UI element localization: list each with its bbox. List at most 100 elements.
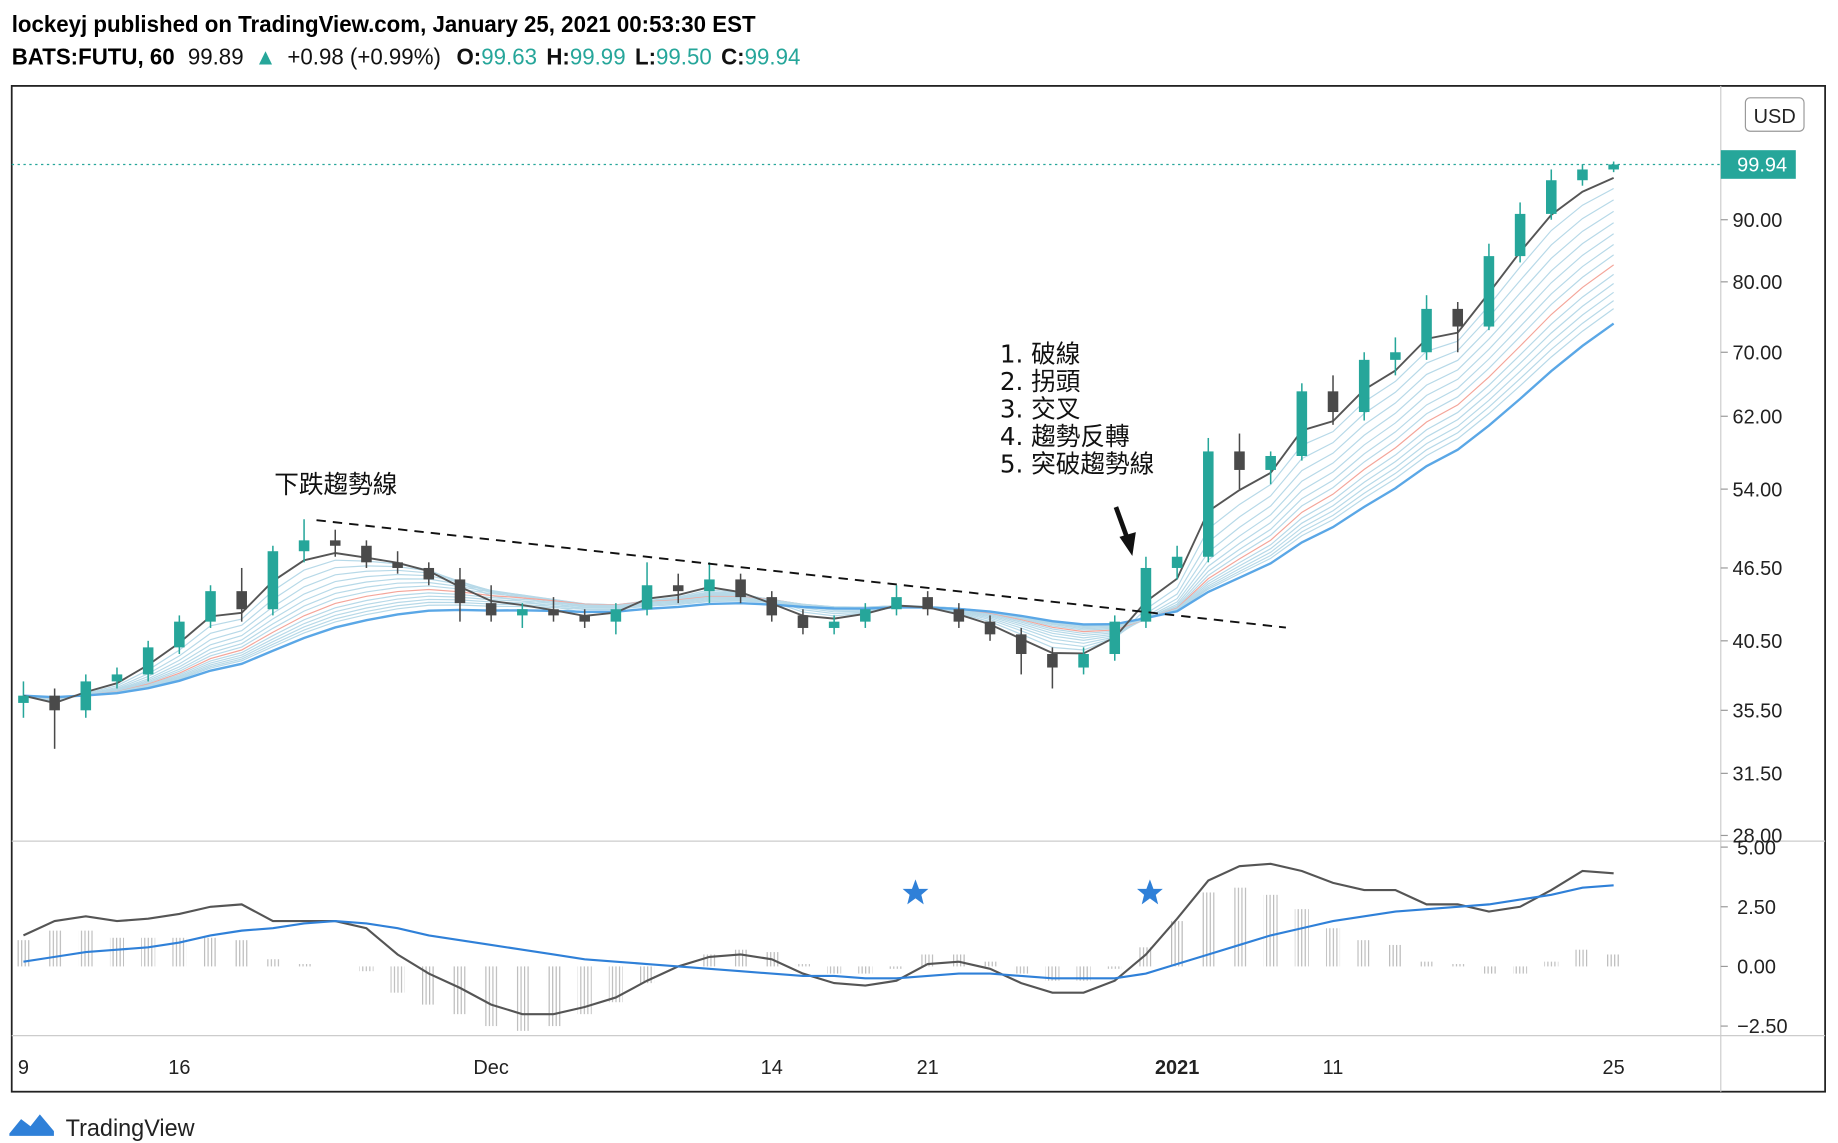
candle-body: [579, 615, 590, 622]
candle-body: [329, 540, 341, 546]
candle-body: [1390, 352, 1401, 360]
x-tick-label: 21: [917, 1057, 939, 1079]
candle-body: [454, 579, 466, 604]
histogram-bar: [577, 966, 592, 1015]
y-tick-label: 46.50: [1733, 558, 1783, 580]
currency: USD: [1754, 106, 1796, 128]
y-tick-label: 40.50: [1733, 631, 1783, 653]
histogram-bar: [172, 937, 187, 967]
brand: TradingView: [9, 1114, 195, 1142]
candle-body: [1047, 654, 1058, 668]
histogram-bar: [203, 937, 218, 967]
histogram-bar: [1450, 964, 1465, 967]
star: [902, 879, 929, 905]
ribbon-line: [23, 210, 1614, 701]
brand-name: TradingView: [66, 1116, 196, 1142]
y-tick-label: 28.00: [1733, 825, 1783, 847]
candle-body: [610, 609, 622, 622]
candle-body: [1452, 308, 1464, 327]
histogram-bar: [16, 940, 31, 967]
quote-value: 99.63: [481, 44, 537, 69]
arrow-shaft: [1113, 506, 1130, 541]
macd-y-tick-label: −2.50: [1737, 1016, 1787, 1038]
histogram-bar: [1014, 966, 1029, 974]
quote-value: 99.99: [570, 44, 626, 69]
histogram-bar: [1170, 921, 1185, 967]
quote-label: L:: [635, 44, 656, 69]
ribbon-line: [23, 187, 1614, 703]
candle-body: [1421, 308, 1432, 353]
candle-body: [704, 579, 715, 592]
ribbon-line: [23, 233, 1614, 700]
candle-body: [236, 591, 247, 610]
histogram-bar: [109, 937, 125, 967]
step: 2. 拐頭: [1000, 367, 1081, 396]
x-tick-label: Dec: [473, 1057, 508, 1079]
step: 1. 破線: [1000, 340, 1081, 369]
quote-label: C:: [721, 44, 745, 69]
arrow-head: [1119, 532, 1136, 556]
quote-line: BATS:FUTU, 60 99.89 ▲ +0.98 (+0.99%) O:9…: [12, 44, 801, 69]
currency-badge[interactable]: [1744, 97, 1805, 132]
macd-y-tick-label: 2.50: [1737, 897, 1776, 919]
last-price-box: [1720, 150, 1796, 179]
candle-body: [205, 591, 216, 622]
candle-body: [953, 609, 965, 622]
histogram-bar: [47, 930, 62, 967]
histogram-bar: [1388, 944, 1403, 967]
quote-value: 99.50: [656, 44, 712, 69]
x-tick-label: 11: [1323, 1057, 1344, 1079]
histogram-bar: [608, 966, 623, 1003]
arrow: ▲: [254, 44, 276, 69]
candle-body: [361, 545, 372, 563]
candle-body: [1483, 256, 1495, 327]
candle-body: [1140, 567, 1152, 622]
candle-body: [423, 567, 435, 580]
axes: 28.00 31.50 35.50 40.50 46.50 54.00 62.00 70.00…: [18, 150, 1796, 1079]
candle-body: [922, 597, 933, 610]
candle-body: [1546, 180, 1557, 214]
candle-body: [267, 551, 279, 610]
candle-body: [766, 597, 778, 616]
histogram-bar: [1294, 909, 1309, 967]
macd-y-tick-label: 5.00: [1737, 837, 1776, 859]
y-tick-label: 80.00: [1733, 272, 1783, 294]
candle-body: [517, 609, 528, 616]
candle-body: [142, 647, 154, 675]
ribbon-line: [23, 282, 1614, 699]
ribbon-line: [23, 222, 1614, 700]
histogram-bar: [141, 937, 156, 967]
histogram-bar: [1544, 961, 1559, 967]
histogram-bar: [1107, 966, 1122, 969]
y-tick-label: 31.50: [1733, 763, 1783, 785]
candle-body: [174, 621, 185, 648]
candle-body: [1296, 391, 1308, 456]
candle-body: [1015, 634, 1027, 655]
x-tick-label: 25: [1603, 1057, 1625, 1079]
ribbon-line: [23, 254, 1614, 699]
histogram-bar: [359, 966, 374, 972]
histogram-bar: [702, 954, 717, 967]
histogram-bar: [827, 966, 842, 974]
quote-value: 99.94: [745, 44, 801, 69]
macd: [16, 862, 1621, 1031]
histogram-bar: [390, 966, 405, 993]
x-tick-label: 14: [761, 1057, 783, 1079]
x-tick-label: 2021: [1155, 1057, 1199, 1079]
histogram-bar: [1076, 966, 1091, 981]
candle-body: [860, 609, 871, 622]
histogram-bar: [795, 964, 810, 967]
slow-average: [23, 322, 1615, 699]
candle-body: [111, 674, 123, 682]
histogram-bar: [951, 954, 966, 967]
x-tick-label: 16: [168, 1057, 190, 1079]
quote-label: H:: [546, 44, 570, 69]
histogram-bar: [1138, 947, 1153, 967]
step: 4. 趨勢反轉: [1000, 422, 1130, 451]
histogram-bar: [234, 940, 249, 967]
histogram-bar: [297, 964, 312, 967]
candle-body: [1327, 391, 1339, 413]
candle-body: [80, 681, 92, 711]
macd-y-tick-label: 0.00: [1737, 956, 1776, 978]
